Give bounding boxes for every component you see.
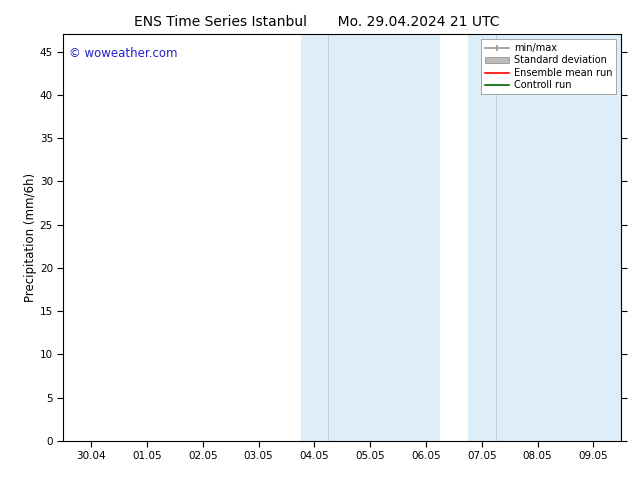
Text: © woweather.com: © woweather.com	[69, 47, 178, 59]
Bar	[496, 34, 621, 441]
Bar	[468, 34, 496, 441]
Bar	[301, 34, 328, 441]
Bar	[328, 34, 440, 441]
Y-axis label: Precipitation (mm/6h): Precipitation (mm/6h)	[24, 173, 37, 302]
Text: ENS Time Series Istanbul       Mo. 29.04.2024 21 UTC: ENS Time Series Istanbul Mo. 29.04.2024 …	[134, 15, 500, 29]
Legend: min/max, Standard deviation, Ensemble mean run, Controll run: min/max, Standard deviation, Ensemble me…	[481, 39, 616, 94]
